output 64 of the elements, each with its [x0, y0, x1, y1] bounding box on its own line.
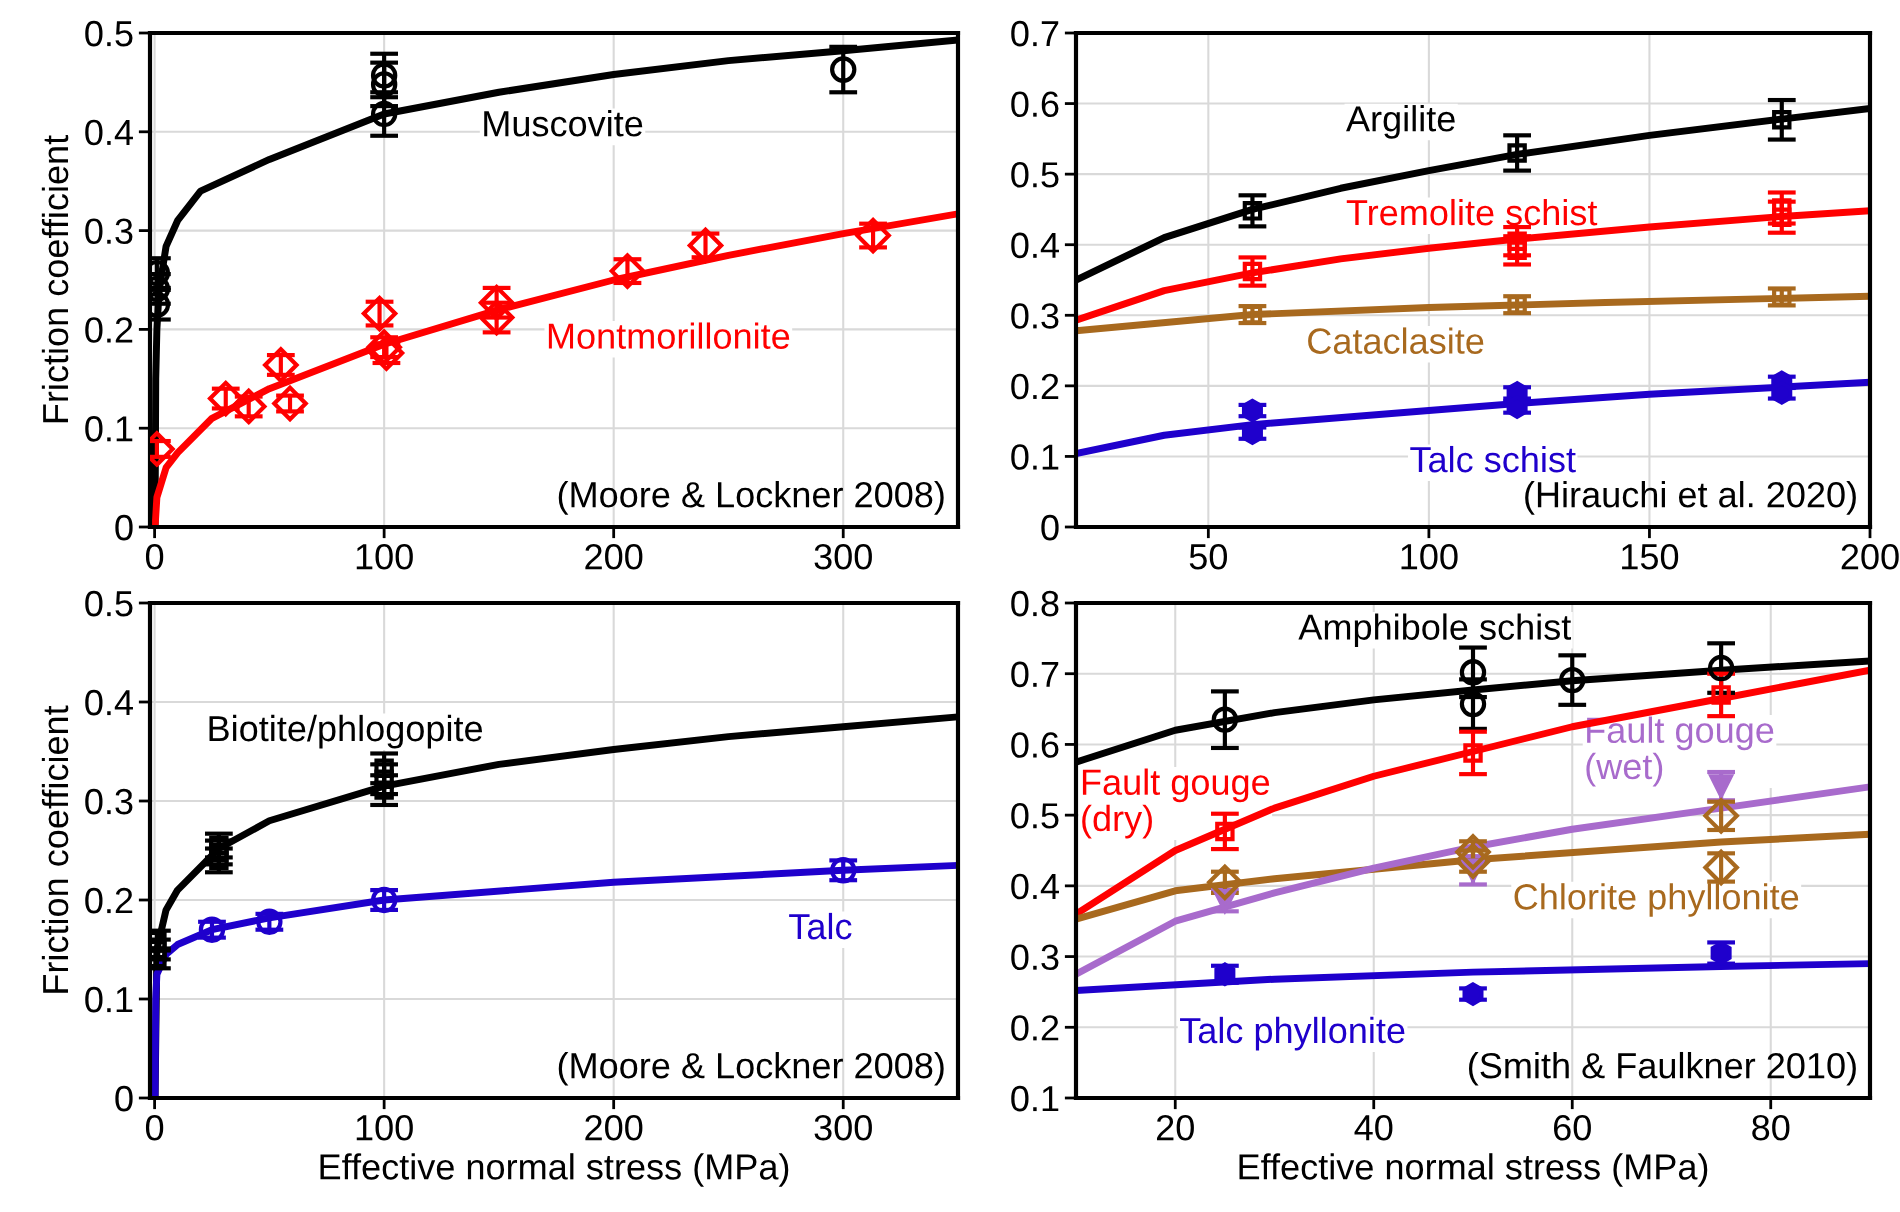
x-tick-label: 100 [356, 1114, 413, 1141]
series-label: Argilite [1346, 105, 1455, 139]
y-tick-label: 0.3 [1011, 944, 1059, 971]
y-tick-label: 0.1 [1011, 444, 1059, 470]
x-tick-label: 60 [1554, 1114, 1591, 1141]
series-label: Chlorite phyllonite [1514, 883, 1799, 917]
x-tick-label: 200 [1841, 543, 1899, 570]
x-tick-label: 0 [145, 543, 164, 570]
series-label: Amphibole schist [1298, 613, 1572, 648]
y-tick-label: 0.7 [1011, 661, 1059, 688]
y-tick-label: 0.8 [1011, 590, 1059, 617]
y-tick-label: 0.2 [85, 317, 133, 343]
y-tick-label: 0.4 [1011, 232, 1059, 259]
y-tick-label: 0.2 [85, 887, 133, 914]
series-label: Cataclasite [1308, 327, 1484, 354]
annotation: (Hirauchi et al. 2020) [1525, 480, 1856, 515]
x-tick-label: 40 [1354, 1114, 1393, 1141]
y-tick-label: 0.3 [1011, 303, 1059, 329]
y-axis-title: Friction coefficient [41, 135, 69, 423]
series-label: Talc schist [1410, 445, 1576, 473]
y-tick-label: 0.2 [1011, 1015, 1059, 1041]
series-label: Fault gouge (dry) [1082, 768, 1270, 839]
y-tick-label: 0.4 [1011, 873, 1059, 900]
x-tick-label: 100 [1401, 543, 1458, 570]
annotation: (Smith & Faulkner 2010) [1468, 1051, 1856, 1086]
y-tick-label: 0.5 [1011, 162, 1059, 188]
y-tick-label: 0.6 [1011, 91, 1059, 118]
x-tick-label: 50 [1189, 543, 1228, 570]
y-axis-title: Friction coefficient [41, 705, 69, 993]
x-tick-label: 200 [585, 543, 643, 570]
series-label: Montmorillonite [548, 322, 790, 349]
y-tick-label: 0.1 [1011, 1085, 1059, 1112]
x-axis-title: Effective normal stress (MPa) [320, 1153, 789, 1187]
series-label: Talc phyllonite [1180, 1016, 1405, 1051]
y-tick-label: 0.1 [85, 986, 133, 1013]
series-label: Talc [789, 912, 852, 940]
y-tick-label: 0.5 [85, 590, 133, 617]
y-tick-label: 0.5 [1011, 803, 1059, 829]
text: Muscovite [484, 110, 643, 137]
series-label: Biotite/phlogopite [209, 714, 483, 749]
y-tick-label: 0.7 [1011, 20, 1059, 47]
x-tick-label: 20 [1156, 1114, 1194, 1141]
x-tick-label: 150 [1622, 543, 1679, 570]
x-axis-title: Effective normal stress (MPa) [1239, 1153, 1708, 1187]
y-tick-label: 0.3 [85, 218, 133, 245]
y-tick-label: 0.4 [85, 119, 133, 146]
y-tick-label: 0.5 [85, 20, 133, 47]
y-tick-label: 0 [115, 1085, 133, 1112]
series-label: Tremolite schist [1346, 198, 1598, 226]
y-tick-label: 0.6 [1011, 732, 1059, 758]
x-tick-label: 200 [585, 1114, 643, 1141]
y-tick-label: 0.2 [1011, 373, 1059, 400]
x-tick-label: 300 [814, 543, 872, 570]
annotation: (Moore & Lockner 2008) [558, 480, 944, 515]
y-tick-label: 0.4 [85, 689, 133, 716]
x-tick-label: 300 [814, 1114, 872, 1141]
y-tick-label: 0 [115, 514, 133, 541]
annotation: (Moore & Lockner 2008) [558, 1051, 944, 1086]
x-tick-label: 0 [145, 1114, 164, 1141]
y-tick-label: 0 [1041, 514, 1059, 541]
x-tick-label: 80 [1752, 1114, 1790, 1141]
y-tick-label: 0.3 [85, 788, 133, 815]
y-tick-label: 0.1 [85, 416, 133, 442]
x-tick-label: 100 [356, 543, 413, 570]
